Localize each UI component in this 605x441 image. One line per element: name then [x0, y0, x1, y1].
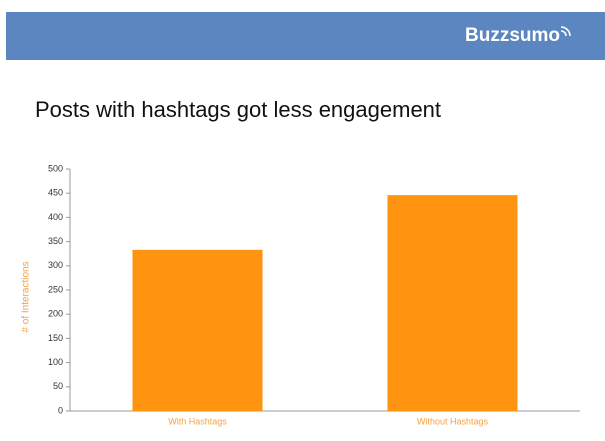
- y-tick-label: 400: [48, 212, 63, 222]
- y-tick-label: 450: [48, 188, 63, 198]
- x-tick-label: Without Hashtags: [417, 416, 489, 426]
- logo-icon: [560, 26, 571, 37]
- y-tick-label: 0: [58, 405, 63, 415]
- bar: [387, 195, 518, 411]
- logo: Buzzsumo: [465, 25, 560, 46]
- y-tick-label: 500: [48, 163, 63, 173]
- x-tick-label: With Hashtags: [168, 416, 227, 426]
- y-axis-label: # of Interactions: [21, 261, 32, 332]
- y-tick-label: 100: [48, 357, 63, 367]
- y-tick-label: 300: [48, 260, 63, 270]
- bar: [132, 249, 263, 411]
- chart-title: Posts with hashtags got less engagement: [35, 97, 441, 122]
- y-tick-label: 200: [48, 309, 63, 319]
- y-tick-label: 350: [48, 236, 63, 246]
- y-tick-label: 50: [53, 381, 63, 391]
- y-tick-label: 250: [48, 284, 63, 294]
- header-bar: [6, 12, 605, 60]
- y-tick-label: 150: [48, 333, 63, 343]
